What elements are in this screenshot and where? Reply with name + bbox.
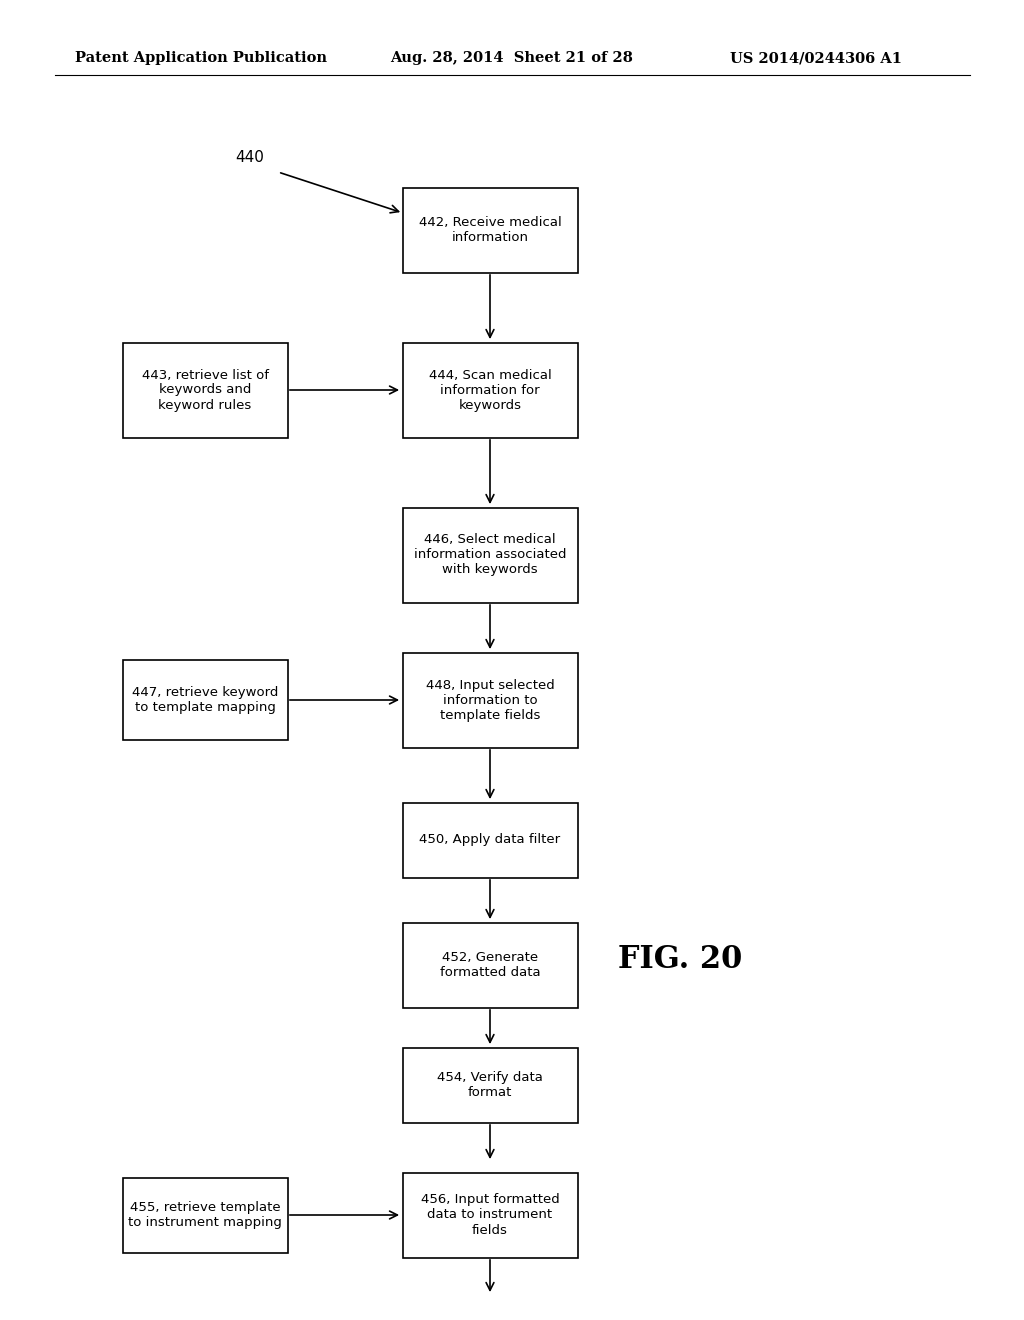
Text: Patent Application Publication: Patent Application Publication (75, 51, 327, 65)
Bar (402, 342, 578, 437)
Bar (402, 187, 578, 272)
Text: 444, Scan medical
information for
keywords: 444, Scan medical information for keywor… (429, 368, 551, 412)
Bar (402, 507, 578, 602)
Bar (123, 342, 288, 437)
Text: 440: 440 (234, 150, 264, 165)
Bar (123, 660, 288, 741)
Text: 450, Apply data filter: 450, Apply data filter (420, 833, 560, 846)
Text: 452, Generate
formatted data: 452, Generate formatted data (439, 950, 541, 979)
Bar (402, 1048, 578, 1122)
Bar (123, 1177, 288, 1253)
Bar (402, 803, 578, 878)
Text: 448, Input selected
information to
template fields: 448, Input selected information to templ… (426, 678, 554, 722)
Text: 446, Select medical
information associated
with keywords: 446, Select medical information associat… (414, 533, 566, 577)
Text: 443, retrieve list of
keywords and
keyword rules: 443, retrieve list of keywords and keywo… (141, 368, 268, 412)
Text: 447, retrieve keyword
to template mapping: 447, retrieve keyword to template mappin… (132, 686, 279, 714)
Bar (402, 1172, 578, 1258)
Bar (402, 652, 578, 747)
Text: 442, Receive medical
information: 442, Receive medical information (419, 216, 561, 244)
Text: 456, Input formatted
data to instrument
fields: 456, Input formatted data to instrument … (421, 1193, 559, 1237)
Text: FIG. 20: FIG. 20 (617, 945, 742, 975)
Text: 455, retrieve template
to instrument mapping: 455, retrieve template to instrument map… (128, 1201, 282, 1229)
Bar (402, 923, 578, 1007)
Text: 454, Verify data
format: 454, Verify data format (437, 1071, 543, 1100)
Text: US 2014/0244306 A1: US 2014/0244306 A1 (730, 51, 902, 65)
Text: Aug. 28, 2014  Sheet 21 of 28: Aug. 28, 2014 Sheet 21 of 28 (390, 51, 633, 65)
